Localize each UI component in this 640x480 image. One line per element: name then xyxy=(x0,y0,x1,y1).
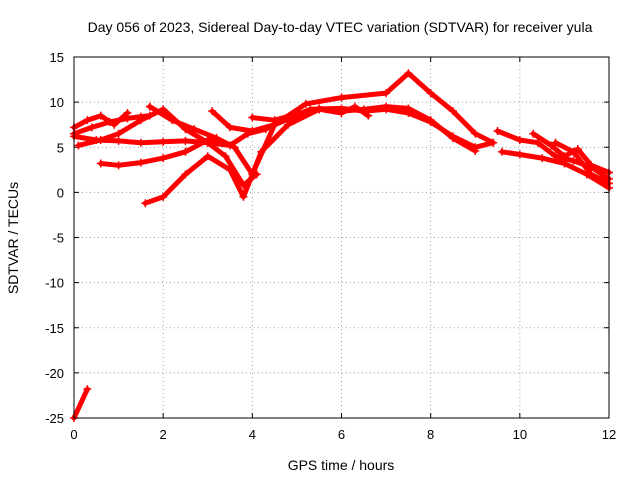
data-point xyxy=(382,102,391,111)
data-point xyxy=(203,136,212,145)
data-point xyxy=(350,102,359,111)
data-point xyxy=(96,136,105,145)
data-point xyxy=(96,159,105,168)
data-point xyxy=(212,134,221,143)
data-point xyxy=(248,127,257,136)
data-point xyxy=(284,120,292,129)
data-point xyxy=(315,105,324,114)
data-point xyxy=(203,152,212,161)
x-tick-label: 4 xyxy=(249,427,256,442)
data-point xyxy=(337,108,346,117)
data-point xyxy=(159,192,168,201)
data-point xyxy=(239,192,248,201)
data-point xyxy=(301,99,310,108)
data-point xyxy=(168,116,177,125)
y-tick-label: -5 xyxy=(52,231,64,246)
data-point xyxy=(560,159,569,168)
data-point xyxy=(226,123,235,132)
plot-frame xyxy=(73,56,610,419)
data-point xyxy=(498,147,506,156)
x-tick-label: 2 xyxy=(160,427,167,442)
data-point xyxy=(587,161,596,170)
chart-title: Day 056 of 2023, Sidereal Day-to-day VTE… xyxy=(88,19,593,35)
data-point xyxy=(248,170,257,179)
data-point xyxy=(159,137,168,146)
data-point xyxy=(533,138,542,147)
data-point xyxy=(538,154,547,163)
data-point xyxy=(190,125,199,134)
x-axis-label: GPS time / hours xyxy=(288,457,395,473)
data-point xyxy=(337,93,346,102)
data-point xyxy=(87,123,96,132)
data-point xyxy=(136,116,145,125)
x-tick-label: 6 xyxy=(338,427,345,442)
axis-ticks: 0 2 4 6 8 10 12 -25 -20 -15 -10 -5 0 5 10 15 xyxy=(45,50,616,442)
data-point xyxy=(515,136,524,145)
data-point xyxy=(270,116,279,125)
data-point xyxy=(83,385,92,394)
data-point xyxy=(145,102,154,111)
data-point xyxy=(114,161,123,170)
data-point xyxy=(208,107,217,116)
data-point xyxy=(547,141,556,150)
data-point xyxy=(105,117,114,126)
data-point xyxy=(74,141,83,150)
data-point xyxy=(471,146,480,155)
y-tick-label: 10 xyxy=(50,95,64,110)
data-point xyxy=(226,165,235,174)
y-tick-label: -15 xyxy=(45,321,64,336)
y-tick-label: 15 xyxy=(50,50,64,65)
data-point xyxy=(587,170,596,179)
data-point xyxy=(292,109,301,118)
data-point xyxy=(569,147,578,156)
data-series xyxy=(70,69,613,422)
series-track-a xyxy=(71,386,90,421)
x-tick-label: 12 xyxy=(602,427,616,442)
series-track-n xyxy=(553,140,612,186)
data-point xyxy=(404,104,413,113)
x-tick-label: 0 xyxy=(70,427,77,442)
data-point xyxy=(141,199,150,208)
data-point xyxy=(529,129,538,138)
data-point xyxy=(471,129,480,138)
data-point xyxy=(404,69,413,78)
data-point xyxy=(489,138,498,147)
data-point xyxy=(569,156,578,165)
data-point xyxy=(221,152,230,161)
y-tick-label: -25 xyxy=(45,411,64,426)
data-point xyxy=(493,127,502,136)
data-point xyxy=(83,116,92,125)
x-tick-label: 10 xyxy=(513,427,527,442)
data-point xyxy=(382,89,391,98)
data-point xyxy=(136,158,145,167)
data-point xyxy=(181,147,190,156)
y-tick-label: -10 xyxy=(45,276,64,291)
data-point xyxy=(230,143,239,152)
data-point xyxy=(448,134,457,143)
data-point xyxy=(123,114,132,123)
y-tick-label: 0 xyxy=(57,185,64,200)
data-point xyxy=(114,129,123,138)
data-point xyxy=(560,152,569,161)
data-point xyxy=(181,136,190,145)
data-point xyxy=(96,111,105,120)
data-point xyxy=(573,145,582,154)
series-track-j xyxy=(249,104,371,123)
data-point xyxy=(159,154,168,163)
data-point xyxy=(426,89,435,98)
data-point xyxy=(515,150,524,159)
data-point xyxy=(248,113,257,122)
x-tick-label: 8 xyxy=(427,427,434,442)
data-point xyxy=(181,170,190,179)
data-point xyxy=(426,116,435,125)
y-axis-label: SDTVAR / TECUs xyxy=(5,182,21,294)
y-tick-label: -20 xyxy=(45,366,64,381)
data-point xyxy=(448,107,457,116)
data-point xyxy=(551,138,560,147)
y-tick-label: 5 xyxy=(57,140,64,155)
data-point xyxy=(136,138,145,147)
data-point xyxy=(364,111,373,120)
data-point xyxy=(114,136,123,145)
